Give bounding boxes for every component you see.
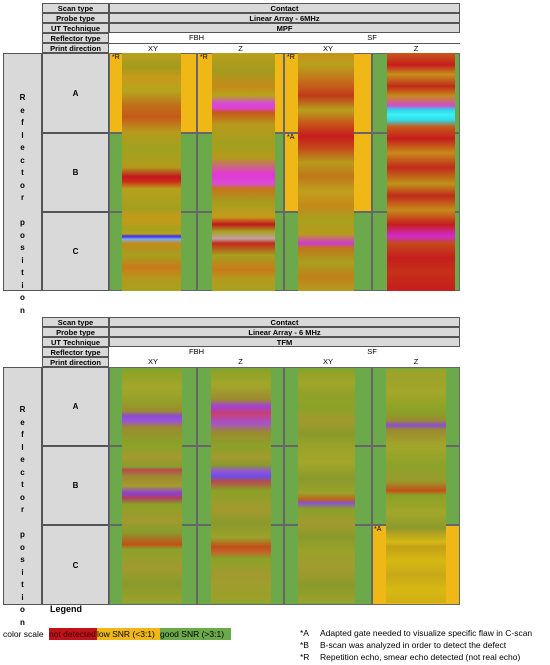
direction-xy: XY [284,43,372,53]
tfm-scan-sf-xy [298,369,355,603]
legend-not-detected: not detected [49,628,97,640]
annotation-a: *A [374,526,382,533]
reflector-type-sf: SF [367,347,377,356]
annotation-r: *R [200,54,208,61]
note-key-a: *A [300,628,309,638]
reflector-type-fbh: FBH [189,33,204,42]
reflector-type-sf: SF [367,33,377,42]
print-direction-label: Print direction [42,43,109,53]
row-label-b: B [42,133,109,212]
tfm-scan-sf-z [386,369,446,603]
probe-type-label: Probe type [42,13,109,23]
annotation-r: *R [112,54,120,61]
scan-type-value: Contact [109,3,460,13]
ut-technique-value: MPF [109,23,460,33]
direction-z: Z [413,357,419,366]
bscan-sf-z [387,53,455,291]
reflector-type-fbh: FBH [189,347,204,356]
direction-xy: XY [147,357,158,366]
note-text-b: B-scan was analyzed in order to detect t… [320,640,507,650]
direction-xy: XY [109,43,197,53]
scan-type-label: Scan type [42,3,109,13]
note-key-b: *B [300,640,309,650]
probe-type-label: Probe type [42,327,109,337]
scan-type-label: Scan type [42,317,109,327]
reflector-type-label: Reflector type [42,33,109,43]
reflector-type-label: Reflector type [42,347,109,357]
legend-title: Legend [50,604,83,614]
note-text-a: Adapted gate needed to visualize specifi… [320,628,533,638]
annotation-r: *R [287,54,295,61]
row-label-a: A [42,367,109,446]
annotation-a: *A [287,134,295,141]
scan-type-value: Contact [109,317,460,327]
color-scale-label: color scale [3,629,44,639]
row-label-b: B [42,446,109,525]
row-label-c: C [42,212,109,291]
direction-z: Z [197,43,284,53]
direction-z: Z [238,357,243,366]
direction-xy: XY [322,357,333,366]
probe-type-value: Linear Array - 6MHz [109,13,460,23]
tfm-scan-fbh-xy [122,369,182,603]
row-label-c: C [42,525,109,605]
note-key-r: *R [300,652,310,662]
legend-low-snr: low SNR (<3:1) [97,628,160,640]
row-label-a: A [42,53,109,133]
bscan-sf-xy [298,53,354,291]
probe-type-value: Linear Array - 6 MHz [109,327,460,337]
legend-good-snr: good SNR (>3:1) [160,628,231,640]
ut-technique-value: TFM [109,337,460,347]
ut-technique-label: UT Technique [42,337,109,347]
ut-technique-label: UT Technique [42,23,109,33]
print-direction-label: Print direction [42,357,109,367]
note-text-r: Repetition echo, smear echo detected (no… [320,652,521,662]
bscan-fbh-xy [122,53,181,291]
bscan-fbh-z [212,53,275,291]
direction-z: Z [372,43,460,53]
tfm-scan-fbh-z [211,369,271,603]
